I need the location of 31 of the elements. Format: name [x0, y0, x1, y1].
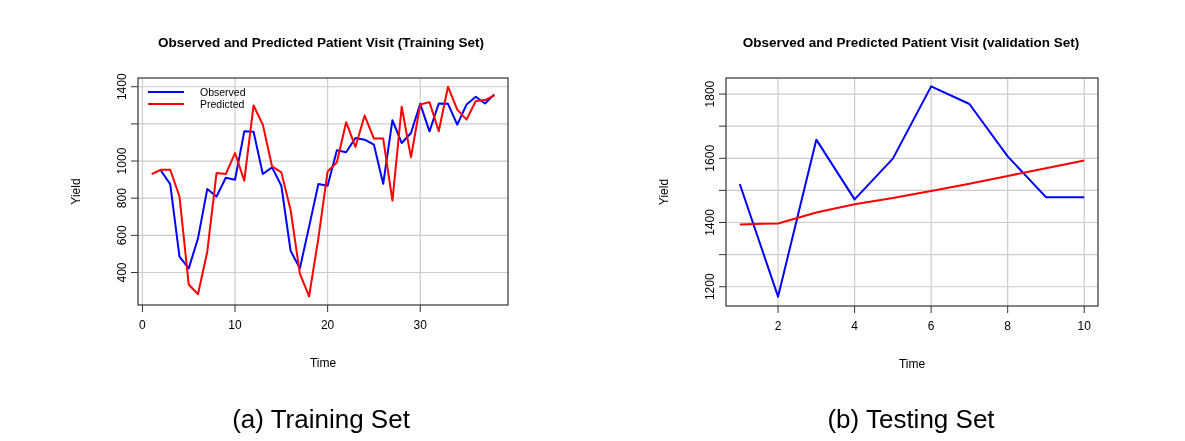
y-tick-label: 1400 — [115, 73, 129, 101]
line-series — [738, 159, 1086, 226]
y-tick-label: 1400 — [703, 208, 717, 236]
legend-label: Observed — [200, 86, 246, 98]
line-series — [738, 85, 1086, 298]
x-tick-label: 8 — [1004, 319, 1012, 333]
y-axis-title: Yield — [69, 178, 83, 205]
x-axis-title: Time — [898, 357, 926, 371]
x-tick-label: 0 — [139, 318, 147, 332]
y-tick-label: 1600 — [703, 144, 717, 172]
line-series — [150, 85, 496, 298]
x-tick-label: 10 — [1077, 319, 1092, 333]
x-tick-label: 20 — [320, 318, 335, 332]
y-tick-label: 800 — [115, 187, 129, 209]
x-tick-label: 6 — [927, 319, 935, 333]
text: (b) Testing Set — [827, 404, 996, 434]
y-tick-label: 1800 — [703, 80, 717, 108]
y-tick-label: 1000 — [115, 147, 129, 175]
chart-title: Observed and Predicted Patient Visit (validation Set) — [742, 35, 1080, 50]
x-tick-label: 30 — [413, 318, 428, 332]
x-tick-label: 4 — [851, 319, 859, 333]
x-tick-label: 2 — [774, 319, 782, 333]
y-axis-title: Yield — [657, 178, 671, 206]
x-tick-label: 10 — [228, 318, 243, 332]
y-tick-label: 1200 — [703, 273, 717, 301]
y-tick-label: 400 — [115, 262, 129, 283]
legend-label: Predicted — [200, 98, 245, 110]
text: (a) Training Set — [232, 404, 411, 434]
y-tick-label: 600 — [115, 225, 129, 246]
chart-title: Observed and Predicted Patient Visit (Training Set) — [157, 35, 485, 50]
x-axis-title: Time — [309, 356, 337, 370]
